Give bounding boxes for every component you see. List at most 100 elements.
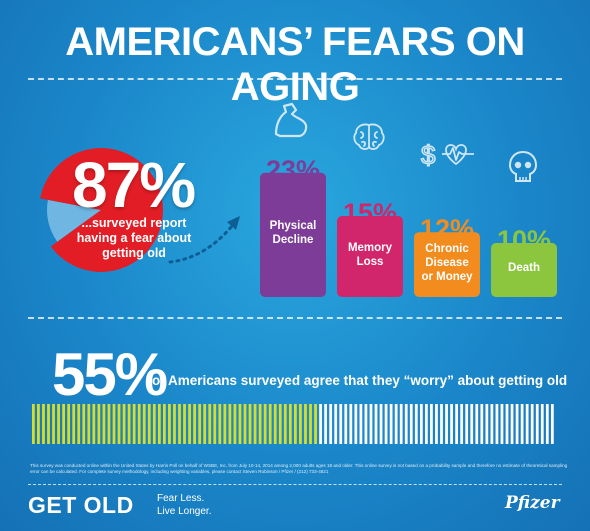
stripe-other xyxy=(510,404,514,444)
bar-category-label-2: Memory Loss xyxy=(347,241,393,268)
bar-category-label-4: Death xyxy=(508,262,540,274)
stripe-worry xyxy=(309,404,312,444)
stripe-worry xyxy=(37,404,40,444)
stripe-other xyxy=(495,404,499,444)
stripe-other xyxy=(419,404,423,444)
stripe-other xyxy=(344,404,348,444)
stripe-other xyxy=(535,404,539,444)
stripe-worry xyxy=(102,404,106,444)
stripe-worry xyxy=(142,404,146,444)
stripe-other xyxy=(440,404,443,444)
stripe-other xyxy=(394,404,398,444)
get-old-logo: GET OLD xyxy=(28,492,134,518)
bar-2 xyxy=(337,216,403,297)
top-divider xyxy=(28,78,562,80)
stripe-other xyxy=(540,404,544,444)
stripe-worry xyxy=(178,404,181,444)
stripe-worry xyxy=(107,404,111,444)
stripe-worry xyxy=(112,404,116,444)
bar-4 xyxy=(491,243,557,297)
stripe-worry xyxy=(233,404,237,444)
stripe-other xyxy=(319,404,322,444)
headline-percent: 87% xyxy=(72,149,196,221)
stripe-other xyxy=(505,404,509,444)
flexed-arm-icon xyxy=(274,102,308,138)
pie-slice-fear xyxy=(40,147,163,272)
stripe-other xyxy=(445,404,448,444)
stripe-other xyxy=(455,404,458,444)
stripe-other xyxy=(414,404,418,444)
stripe-other xyxy=(364,404,368,444)
pie-chart xyxy=(36,145,166,275)
middle-divider xyxy=(28,317,562,319)
stripe-worry xyxy=(208,404,212,444)
stripe-worry xyxy=(168,404,171,444)
stripe-worry xyxy=(117,404,121,444)
stripe-other xyxy=(435,404,438,444)
bar-value-label-2: 15% xyxy=(343,198,397,228)
stripe-other xyxy=(349,404,353,444)
stripe-other xyxy=(334,404,338,444)
stripe-worry xyxy=(32,404,35,444)
stripe-worry xyxy=(157,404,161,444)
stripe-other xyxy=(369,404,373,444)
stripe-other xyxy=(324,404,327,444)
stripe-worry xyxy=(213,404,217,444)
survey-footnote: This survey was conducted online within … xyxy=(30,463,568,474)
stripe-worry xyxy=(304,404,307,444)
stripe-other xyxy=(550,404,554,444)
stripe-worry xyxy=(268,404,272,444)
stripe-other xyxy=(339,404,343,444)
stripe-worry xyxy=(294,404,297,444)
stripe-other xyxy=(500,404,504,444)
stripe-worry xyxy=(253,404,257,444)
page-title: AMERICANS’ FEARS ON AGING xyxy=(65,20,525,109)
arrow-head-icon xyxy=(227,216,240,230)
bar-category-label-3: Chronic Disease or Money xyxy=(421,242,473,283)
stripe-other xyxy=(490,404,494,444)
stripe-worry xyxy=(122,404,126,444)
stripe-worry xyxy=(152,404,156,444)
stripe-worry xyxy=(258,404,262,444)
tagline-line-2: Live Longer. xyxy=(157,506,212,517)
stripe-worry xyxy=(314,404,317,444)
stripe-worry xyxy=(87,404,91,444)
stripe-other xyxy=(465,404,469,444)
bar-value-label-4: 10% xyxy=(497,225,551,255)
connector-arrow xyxy=(168,224,234,264)
skull-icon xyxy=(508,150,538,182)
svg-text:$: $ xyxy=(421,140,436,170)
stripe-other xyxy=(470,404,474,444)
stripe-worry xyxy=(183,404,186,444)
tagline: Fear Less. Live Longer. xyxy=(157,492,237,518)
stripe-worry xyxy=(97,404,101,444)
stripe-worry xyxy=(299,404,302,444)
stripe-other xyxy=(475,404,479,444)
stripe-worry xyxy=(198,404,202,444)
pfizer-logo: Pfizer xyxy=(505,493,560,513)
headline-caption: ...surveyed report having a fear about g… xyxy=(76,216,192,260)
stripe-worry xyxy=(67,404,71,444)
stripe-other xyxy=(450,404,453,444)
stripe-other xyxy=(379,404,383,444)
stripe-other xyxy=(430,404,433,444)
stripe-worry xyxy=(57,404,60,444)
stripe-worry xyxy=(163,404,166,444)
stripe-other xyxy=(359,404,363,444)
stripe-other xyxy=(460,404,464,444)
bar-value-label-1: 23% xyxy=(266,155,320,185)
stripe-other xyxy=(485,404,489,444)
stripe-worry xyxy=(77,404,81,444)
stripe-other xyxy=(409,404,413,444)
stripe-worry xyxy=(248,404,252,444)
stripe-other xyxy=(329,404,333,444)
stripe-other xyxy=(545,404,549,444)
stripe-other xyxy=(384,404,388,444)
stripe-worry xyxy=(263,404,267,444)
tagline-line-1: Fear Less. xyxy=(157,493,205,504)
stripe-worry xyxy=(228,404,232,444)
stripe-worry xyxy=(52,404,55,444)
dollar-heartbeat-icon: $ xyxy=(420,140,474,170)
bar-category-label-1: Physical Decline xyxy=(269,219,317,246)
